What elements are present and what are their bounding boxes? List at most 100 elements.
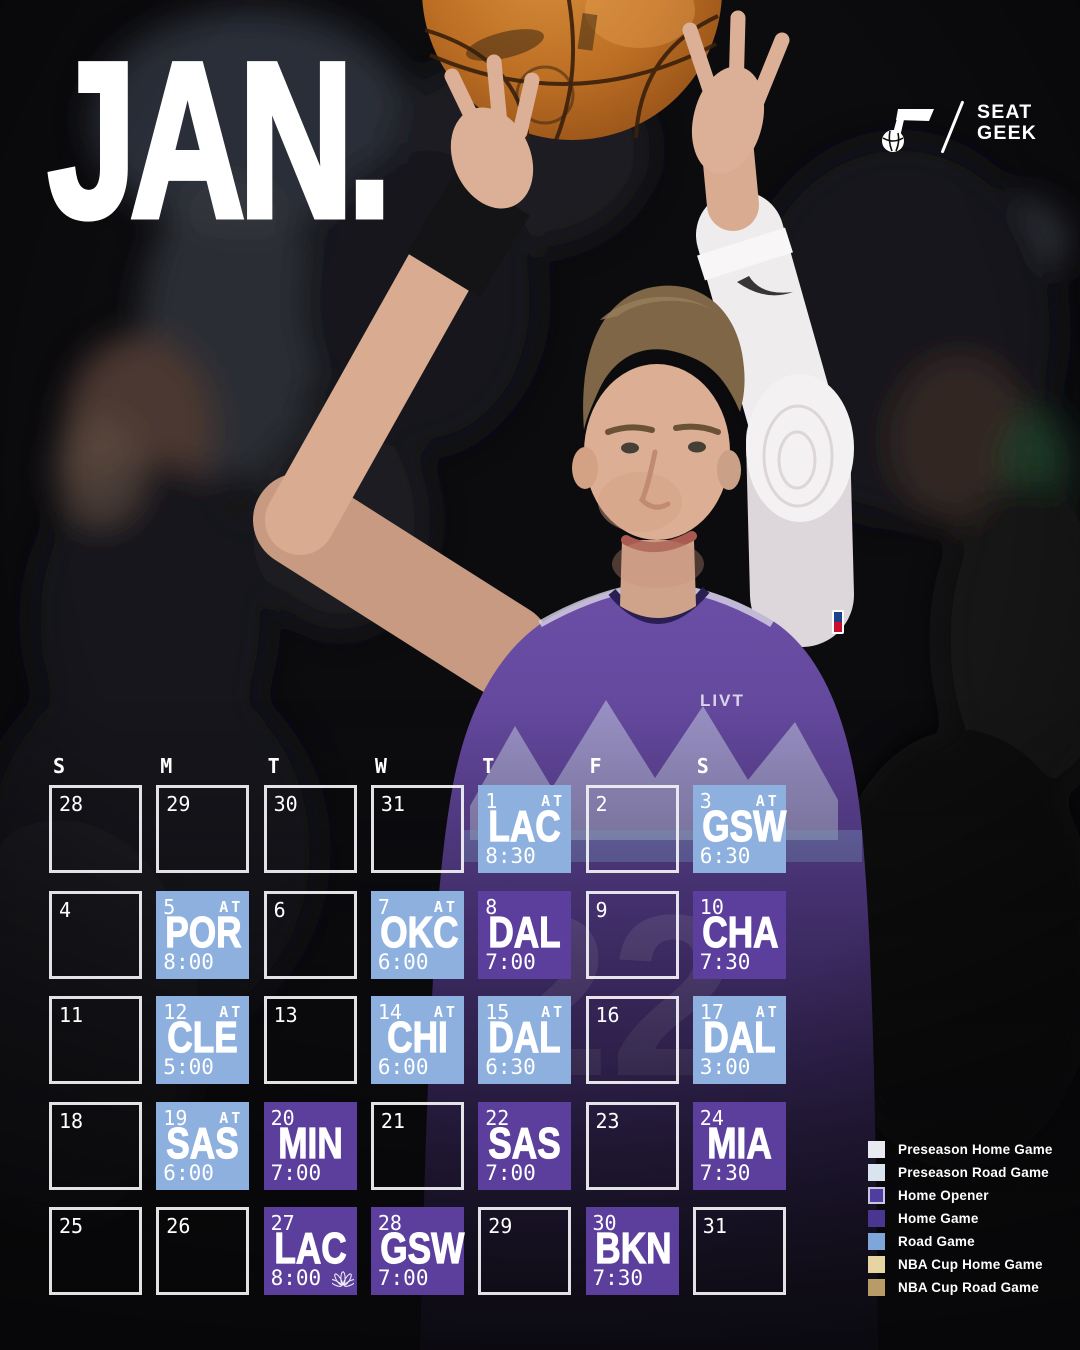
calendar-day-9: 9	[585, 890, 679, 979]
opponent-code: DAL	[488, 1012, 561, 1062]
day-header: T	[267, 754, 280, 778]
day-header: M	[160, 754, 173, 778]
tv-broadcast-icon	[328, 1271, 357, 1289]
game-time: 6:00	[377, 949, 429, 974]
legend-label: Preseason Road Game	[898, 1165, 1049, 1180]
calendar-day-22: 22 SAS 7:00	[478, 1101, 572, 1190]
away-indicator: AT	[755, 792, 780, 810]
jazz-note-logo	[882, 109, 934, 152]
game-time: 7:00	[270, 1160, 322, 1185]
opponent-code: SAS	[166, 1118, 239, 1168]
calendar-day-31: 31	[370, 785, 464, 873]
calendar-day-18: 18	[49, 1101, 142, 1190]
game-time: 6:00	[163, 1160, 214, 1185]
day-number: 6	[273, 897, 286, 922]
day-number: 16	[595, 1003, 620, 1027]
opponent-code: GSW	[702, 801, 787, 851]
day-number: 22	[485, 1105, 510, 1130]
calendar-day-10: 10 CHA 7:30	[692, 890, 786, 979]
calendar-day-25: 25	[49, 1207, 142, 1295]
game-time: 6:30	[485, 1055, 536, 1079]
calendar-day-26: 26	[156, 1207, 250, 1295]
game-time: 6:00	[377, 1055, 429, 1079]
day-number: 25	[59, 1214, 84, 1238]
calendar-day-30: 30	[263, 785, 357, 873]
day-number: 28	[59, 792, 84, 816]
day-header: S	[53, 754, 66, 778]
game-time: 8:00	[163, 949, 214, 974]
legend-swatch	[868, 1141, 885, 1158]
legend-swatch	[868, 1164, 885, 1181]
opponent-code: CHA	[702, 907, 779, 957]
calendar-day-31: 31	[692, 1207, 786, 1295]
legend-label: Road Game	[898, 1234, 975, 1249]
game-time: 7:30	[699, 1160, 751, 1185]
day-number: 31	[380, 792, 405, 816]
calendar-day-6: 6	[263, 890, 357, 979]
calendar-day-11: 11	[49, 996, 142, 1084]
day-number: 31	[702, 1214, 727, 1238]
legend-item: NBA Cup Home Game	[868, 1256, 1053, 1273]
legend-swatch	[868, 1210, 885, 1227]
day-number: 23	[595, 1108, 620, 1133]
game-time: 7:30	[699, 949, 751, 974]
legend-swatch	[868, 1187, 885, 1204]
legend-item: Home Game	[868, 1210, 1053, 1227]
day-header: F	[589, 754, 602, 778]
day-header: W	[374, 754, 387, 778]
day-number: 10	[699, 894, 724, 919]
opponent-code: BKN	[594, 1223, 672, 1273]
seatgeek-logo: SEAT GEEK	[977, 102, 1037, 144]
day-number: 17	[699, 1000, 724, 1024]
away-indicator: AT	[433, 897, 458, 916]
seatgeek-line1: SEAT	[977, 101, 1033, 123]
opponent-code: LAC	[273, 1223, 347, 1273]
day-number: 30	[273, 792, 298, 816]
away-indicator: AT	[219, 1108, 244, 1127]
away-indicator: AT	[541, 1003, 566, 1021]
game-time: 8:30	[485, 844, 536, 868]
legend-swatch	[868, 1256, 885, 1273]
opponent-code: POR	[165, 907, 242, 957]
calendar-day-7: 7 AT OKC 6:00	[370, 890, 464, 979]
calendar-day-13: 13	[263, 996, 357, 1084]
legend-swatch	[868, 1279, 885, 1296]
opponent-code: CLE	[167, 1012, 238, 1062]
day-number: 26	[166, 1214, 191, 1238]
day-header: S	[696, 754, 709, 778]
away-indicator: AT	[755, 1003, 780, 1021]
day-number: 14	[377, 1000, 402, 1024]
calendar-day-8: 8 DAL 7:00	[478, 890, 572, 979]
calendar-day-19: 19 AT SAS 6:00	[156, 1101, 250, 1190]
calendar-day-2: 2	[585, 785, 679, 873]
calendar-day-12: 12 AT CLE 5:00	[156, 996, 250, 1084]
calendar-day-21: 21	[370, 1101, 464, 1190]
game-time: 6:30	[699, 844, 751, 868]
calendar-day-28: 28	[49, 785, 142, 873]
legend-label: Home Game	[898, 1211, 979, 1226]
day-number: 9	[595, 897, 608, 922]
calendar-day-29: 29	[156, 785, 250, 873]
away-indicator: AT	[433, 1003, 458, 1021]
opponent-code: GSW	[380, 1223, 465, 1273]
day-number: 29	[488, 1214, 513, 1238]
game-time: 3:00	[699, 1055, 751, 1079]
opponent-code: OKC	[380, 907, 459, 957]
calendar-day-28: 28 GSW 7:00	[370, 1207, 465, 1295]
day-number: 30	[592, 1211, 617, 1235]
day-number: 29	[166, 792, 191, 816]
day-number: 24	[699, 1105, 724, 1130]
opponent-code: LAC	[488, 801, 561, 851]
nbc-peacock-icon	[328, 1271, 357, 1287]
legend-label: Home Opener	[898, 1188, 989, 1203]
calendar-day-30: 30 BKN 7:30	[585, 1207, 679, 1295]
calendar-day-1: 1 AT LAC 8:30	[478, 785, 572, 873]
day-number: 13	[273, 1003, 298, 1027]
calendar-day-23: 23	[585, 1101, 679, 1190]
day-number: 5	[163, 894, 176, 919]
away-indicator: AT	[219, 897, 244, 916]
game-time: 7:00	[377, 1266, 429, 1290]
calendar-day-20: 20 MIN 7:00	[263, 1101, 357, 1190]
